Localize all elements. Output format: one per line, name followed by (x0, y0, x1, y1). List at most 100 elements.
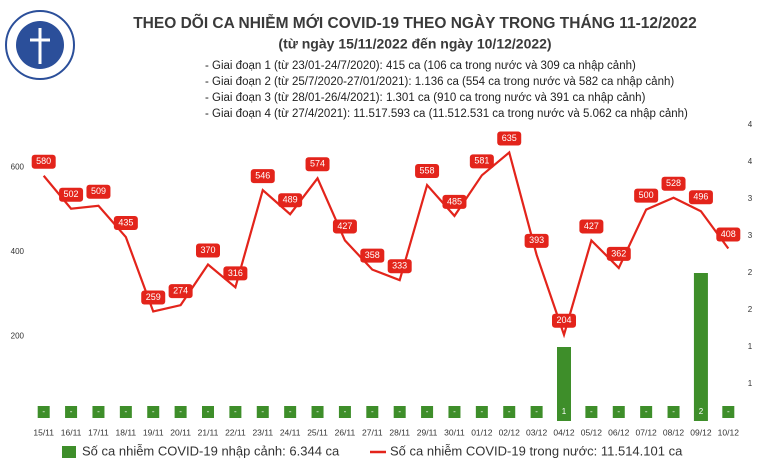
note: - Giai đoạn 4 (từ 27/4/2021): 11.517.593… (205, 108, 688, 120)
value-label-bg (442, 194, 467, 209)
x-tick-label: 29/11 (417, 427, 438, 437)
x-tick-label: 15/11 (33, 427, 54, 437)
value-label-bg (688, 190, 713, 205)
value-label: - (97, 407, 100, 416)
value-label: 502 (64, 189, 79, 199)
value-label: - (316, 407, 319, 416)
value-label: 496 (693, 192, 708, 202)
value-label-bg (31, 154, 56, 169)
value-label: - (344, 407, 347, 416)
value-label: - (125, 407, 128, 416)
value-label-bg (415, 164, 440, 179)
value-label: 1 (562, 407, 567, 416)
value-label-bg (311, 406, 324, 418)
x-tick-label: 27/11 (362, 427, 383, 437)
value-label: - (590, 407, 593, 416)
x-tick-label: 16/11 (61, 427, 82, 437)
value-label-bg (366, 406, 379, 418)
value-label-bg (503, 406, 516, 418)
x-tick-label: 02/12 (499, 427, 521, 437)
value-label: 528 (666, 178, 681, 188)
value-label: - (481, 407, 484, 416)
value-label-bg (284, 406, 297, 418)
value-label-bg (119, 406, 132, 418)
note: - Giai đoạn 1 (từ 23/01-24/7/2020): 415 … (205, 60, 636, 72)
value-label-bg (59, 187, 84, 202)
value-label-bg (168, 284, 193, 299)
x-tick-label: 04/12 (553, 427, 575, 437)
value-label: 358 (365, 250, 380, 260)
value-label: - (42, 407, 45, 416)
value-label: 370 (200, 245, 215, 255)
value-label-bg (229, 406, 242, 418)
value-label: - (289, 407, 292, 416)
value-label-bg (360, 248, 385, 263)
value-label: - (645, 407, 648, 416)
x-tick-label: 08/12 (663, 427, 685, 437)
x-tick-label: 26/11 (335, 427, 356, 437)
x-tick-label: 03/12 (526, 427, 548, 437)
y2-tick-label: 3 (748, 231, 753, 240)
value-label-bg (393, 406, 406, 418)
value-label-bg (524, 233, 549, 248)
value-label: 546 (255, 170, 270, 180)
value-label-bg (202, 406, 214, 418)
x-tick-label: 10/12 (718, 427, 740, 437)
chart-title: THEO DÕI CA NHIỄM MỚI COVID-19 THEO NGÀY… (133, 14, 697, 32)
value-label-bg (497, 131, 522, 146)
value-label: 580 (36, 156, 51, 166)
value-label: - (261, 407, 264, 416)
note: - Giai đoạn 2 (từ 25/7/2020-27/01/2021):… (205, 76, 674, 88)
value-label: 635 (502, 133, 517, 143)
value-label-bg (86, 184, 111, 199)
value-label-bg (552, 313, 576, 328)
value-label-bg (37, 406, 50, 418)
value-label-bg (147, 406, 160, 418)
value-label: 574 (310, 159, 325, 169)
value-label-bg (640, 406, 653, 418)
x-tick-label: 23/11 (252, 427, 273, 437)
x-tick-label: 05/12 (581, 427, 603, 437)
value-label-bg (585, 406, 598, 418)
value-label: - (453, 407, 456, 416)
value-label-bg (338, 406, 351, 418)
value-label-bg (141, 290, 166, 305)
value-label-bg (469, 154, 494, 169)
x-tick-label: 06/12 (608, 427, 630, 437)
value-label-bg (278, 193, 303, 208)
x-tick-label: 01/12 (471, 427, 493, 437)
value-label-bg (65, 406, 78, 418)
value-label: - (508, 407, 511, 416)
value-label: 427 (584, 221, 599, 231)
y2-tick-label: 2 (748, 268, 753, 277)
y2-tick-label: 2 (748, 305, 753, 314)
value-label-bg (305, 157, 330, 172)
y2-tick-label: 1 (748, 342, 753, 351)
value-label-bg (92, 406, 105, 418)
value-label-bg (387, 259, 412, 274)
value-label: 2 (699, 407, 704, 416)
value-label-bg (448, 406, 461, 418)
value-label-bg (256, 406, 269, 418)
x-tick-label: 22/11 (225, 427, 246, 437)
value-label: - (179, 407, 182, 416)
value-label: 509 (91, 186, 106, 196)
x-tick-label: 20/11 (170, 427, 191, 437)
legend-swatch (62, 446, 76, 458)
y2-tick-label: 1 (748, 379, 753, 388)
value-label: 274 (173, 286, 188, 296)
y-tick-label: 600 (11, 162, 25, 171)
value-label-bg (722, 406, 735, 418)
logo (5, 10, 75, 80)
value-label: - (617, 407, 620, 416)
value-label-bg (634, 188, 659, 203)
value-label: - (234, 407, 237, 416)
value-label: - (70, 407, 73, 416)
value-label: 362 (611, 248, 626, 258)
value-label-bg (250, 169, 275, 184)
value-label: - (727, 407, 730, 416)
x-tick-label: 25/11 (307, 427, 328, 437)
value-label: - (207, 407, 210, 416)
x-tick-label: 09/12 (690, 427, 712, 437)
value-label: - (535, 407, 538, 416)
